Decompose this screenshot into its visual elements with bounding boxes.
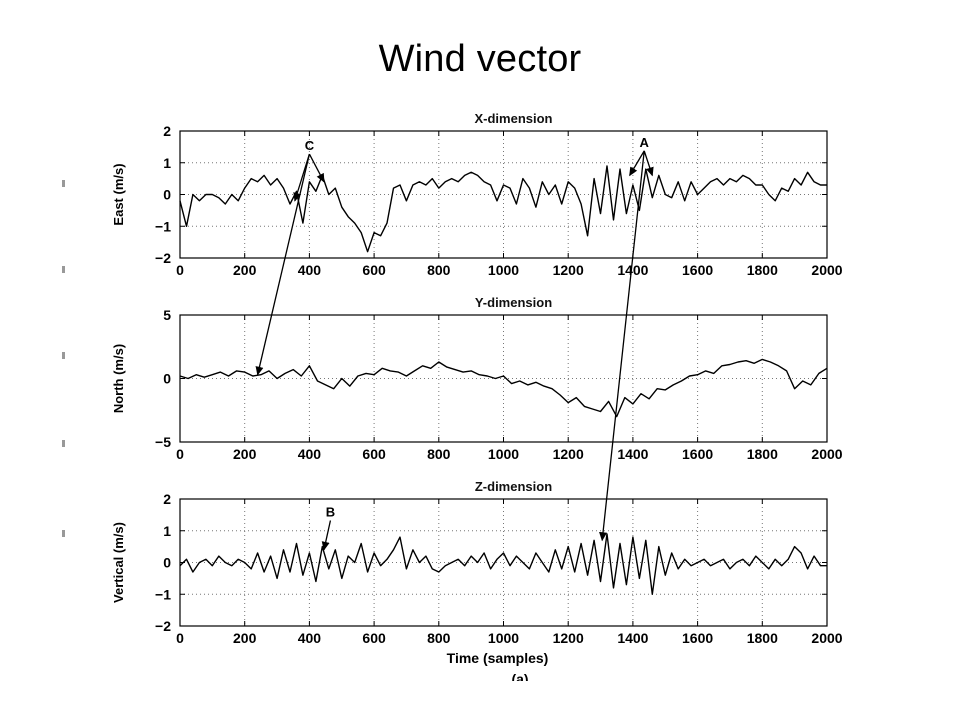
- x-tick-label: 800: [427, 262, 451, 278]
- y-tick-label: −2: [155, 618, 171, 634]
- x-tick-label: 200: [233, 630, 257, 646]
- annotation-label: B: [326, 504, 335, 519]
- x-tick-label: 400: [298, 262, 322, 278]
- bullet-marker: [62, 530, 65, 537]
- y-axis-label: North (m/s): [111, 344, 126, 413]
- y-tick-label: 1: [163, 523, 171, 539]
- axes-frame: [179, 130, 828, 259]
- x-tick-label: 800: [427, 630, 451, 646]
- panels-layer: 0 200 400 600 800 1000 1200 1400 1600 1800 2000−2−…: [111, 111, 843, 666]
- y-tick-label: 0: [163, 371, 171, 387]
- annotation-arrow: [629, 150, 645, 177]
- axes-frame: [179, 498, 828, 627]
- series-line: [179, 165, 827, 253]
- y-axis-label: Vertical (m/s): [111, 522, 126, 603]
- annotation-label: A: [640, 135, 650, 150]
- y-tick-label: 2: [163, 123, 171, 139]
- y-axis-label: East (m/s): [111, 163, 126, 225]
- panel-title: X-dimension: [474, 111, 552, 126]
- x-tick-label: 200: [233, 262, 257, 278]
- y-tick-label: −1: [155, 218, 171, 234]
- x-tick-label: 1400: [617, 446, 648, 462]
- y-tick-label: 5: [163, 307, 171, 323]
- x-tick-label: 1400: [617, 262, 648, 278]
- x-tick-label: 800: [427, 446, 451, 462]
- annotation-arrow: [599, 150, 645, 542]
- x-tick-label: 1600: [682, 262, 713, 278]
- x-tick-label: 400: [298, 446, 322, 462]
- x-tick-label: 1600: [682, 630, 713, 646]
- y-tick-label: 0: [163, 187, 171, 203]
- annotation-arrow: [255, 153, 311, 376]
- y-tick-label: 2: [163, 491, 171, 507]
- panel-2: 0 200 400 600 800 1000 1200 1400 1600 1800 2000 −5 0…: [111, 295, 843, 462]
- x-tick-label: 1200: [553, 630, 584, 646]
- y-tick-label: 1: [163, 155, 171, 171]
- x-tick-label: 1000: [488, 262, 519, 278]
- x-tick-label: 1000: [488, 630, 519, 646]
- figure-caption: (a): [511, 671, 528, 687]
- y-tick-label: 0: [163, 555, 171, 571]
- x-tick-label: 1800: [747, 630, 778, 646]
- x-tick-label: 600: [362, 262, 386, 278]
- panel-title: Y-dimension: [475, 295, 552, 310]
- x-tick-label: 0: [176, 630, 184, 646]
- x-tick-label: 400: [298, 630, 322, 646]
- bullet-marker: [62, 352, 65, 359]
- x-tick-label: 600: [362, 630, 386, 646]
- y-tick-label: −5: [155, 434, 171, 450]
- bullet-marker: [62, 180, 65, 187]
- series-line: [179, 533, 827, 595]
- x-tick-label: 2000: [811, 446, 842, 462]
- x-tick-label: 1800: [747, 262, 778, 278]
- annotation-arrow: [643, 150, 654, 177]
- x-tick-label: 200: [233, 446, 257, 462]
- annotation-arrow: [308, 153, 325, 183]
- x-tick-label: 1800: [747, 446, 778, 462]
- annotation-arrows-layer: C A B: [255, 135, 654, 551]
- x-tick-label: 0: [176, 262, 184, 278]
- slide-title: Wind vector: [378, 38, 582, 80]
- annotation-arrow: [321, 520, 332, 551]
- annotation-label: C: [305, 138, 315, 153]
- x-axis-label: Time (samples): [447, 650, 549, 666]
- y-tick-label: −1: [155, 586, 171, 602]
- x-tick-label: 1200: [553, 446, 584, 462]
- x-tick-label: 2000: [811, 630, 842, 646]
- panel-1: 0 200 400 600 800 1000 1200 1400 1600 1800 2000 −2 −…: [111, 111, 843, 278]
- x-tick-label: 1200: [553, 262, 584, 278]
- y-tick-label: −2: [155, 250, 171, 266]
- x-tick-label: 1000: [488, 446, 519, 462]
- bullet-marker: [62, 266, 65, 273]
- x-tick-label: 600: [362, 446, 386, 462]
- x-tick-label: 2000: [811, 262, 842, 278]
- x-tick-label: 0: [176, 446, 184, 462]
- x-tick-label: 1600: [682, 446, 713, 462]
- panel-title: Z-dimension: [475, 479, 552, 494]
- panel-3: 0 200 400 600 800 1000 1200 1400 1600 1800 2000 −2 −…: [111, 479, 843, 666]
- x-tick-label: 1400: [617, 630, 648, 646]
- bullet-marker: [62, 440, 65, 447]
- series-line: [179, 358, 828, 418]
